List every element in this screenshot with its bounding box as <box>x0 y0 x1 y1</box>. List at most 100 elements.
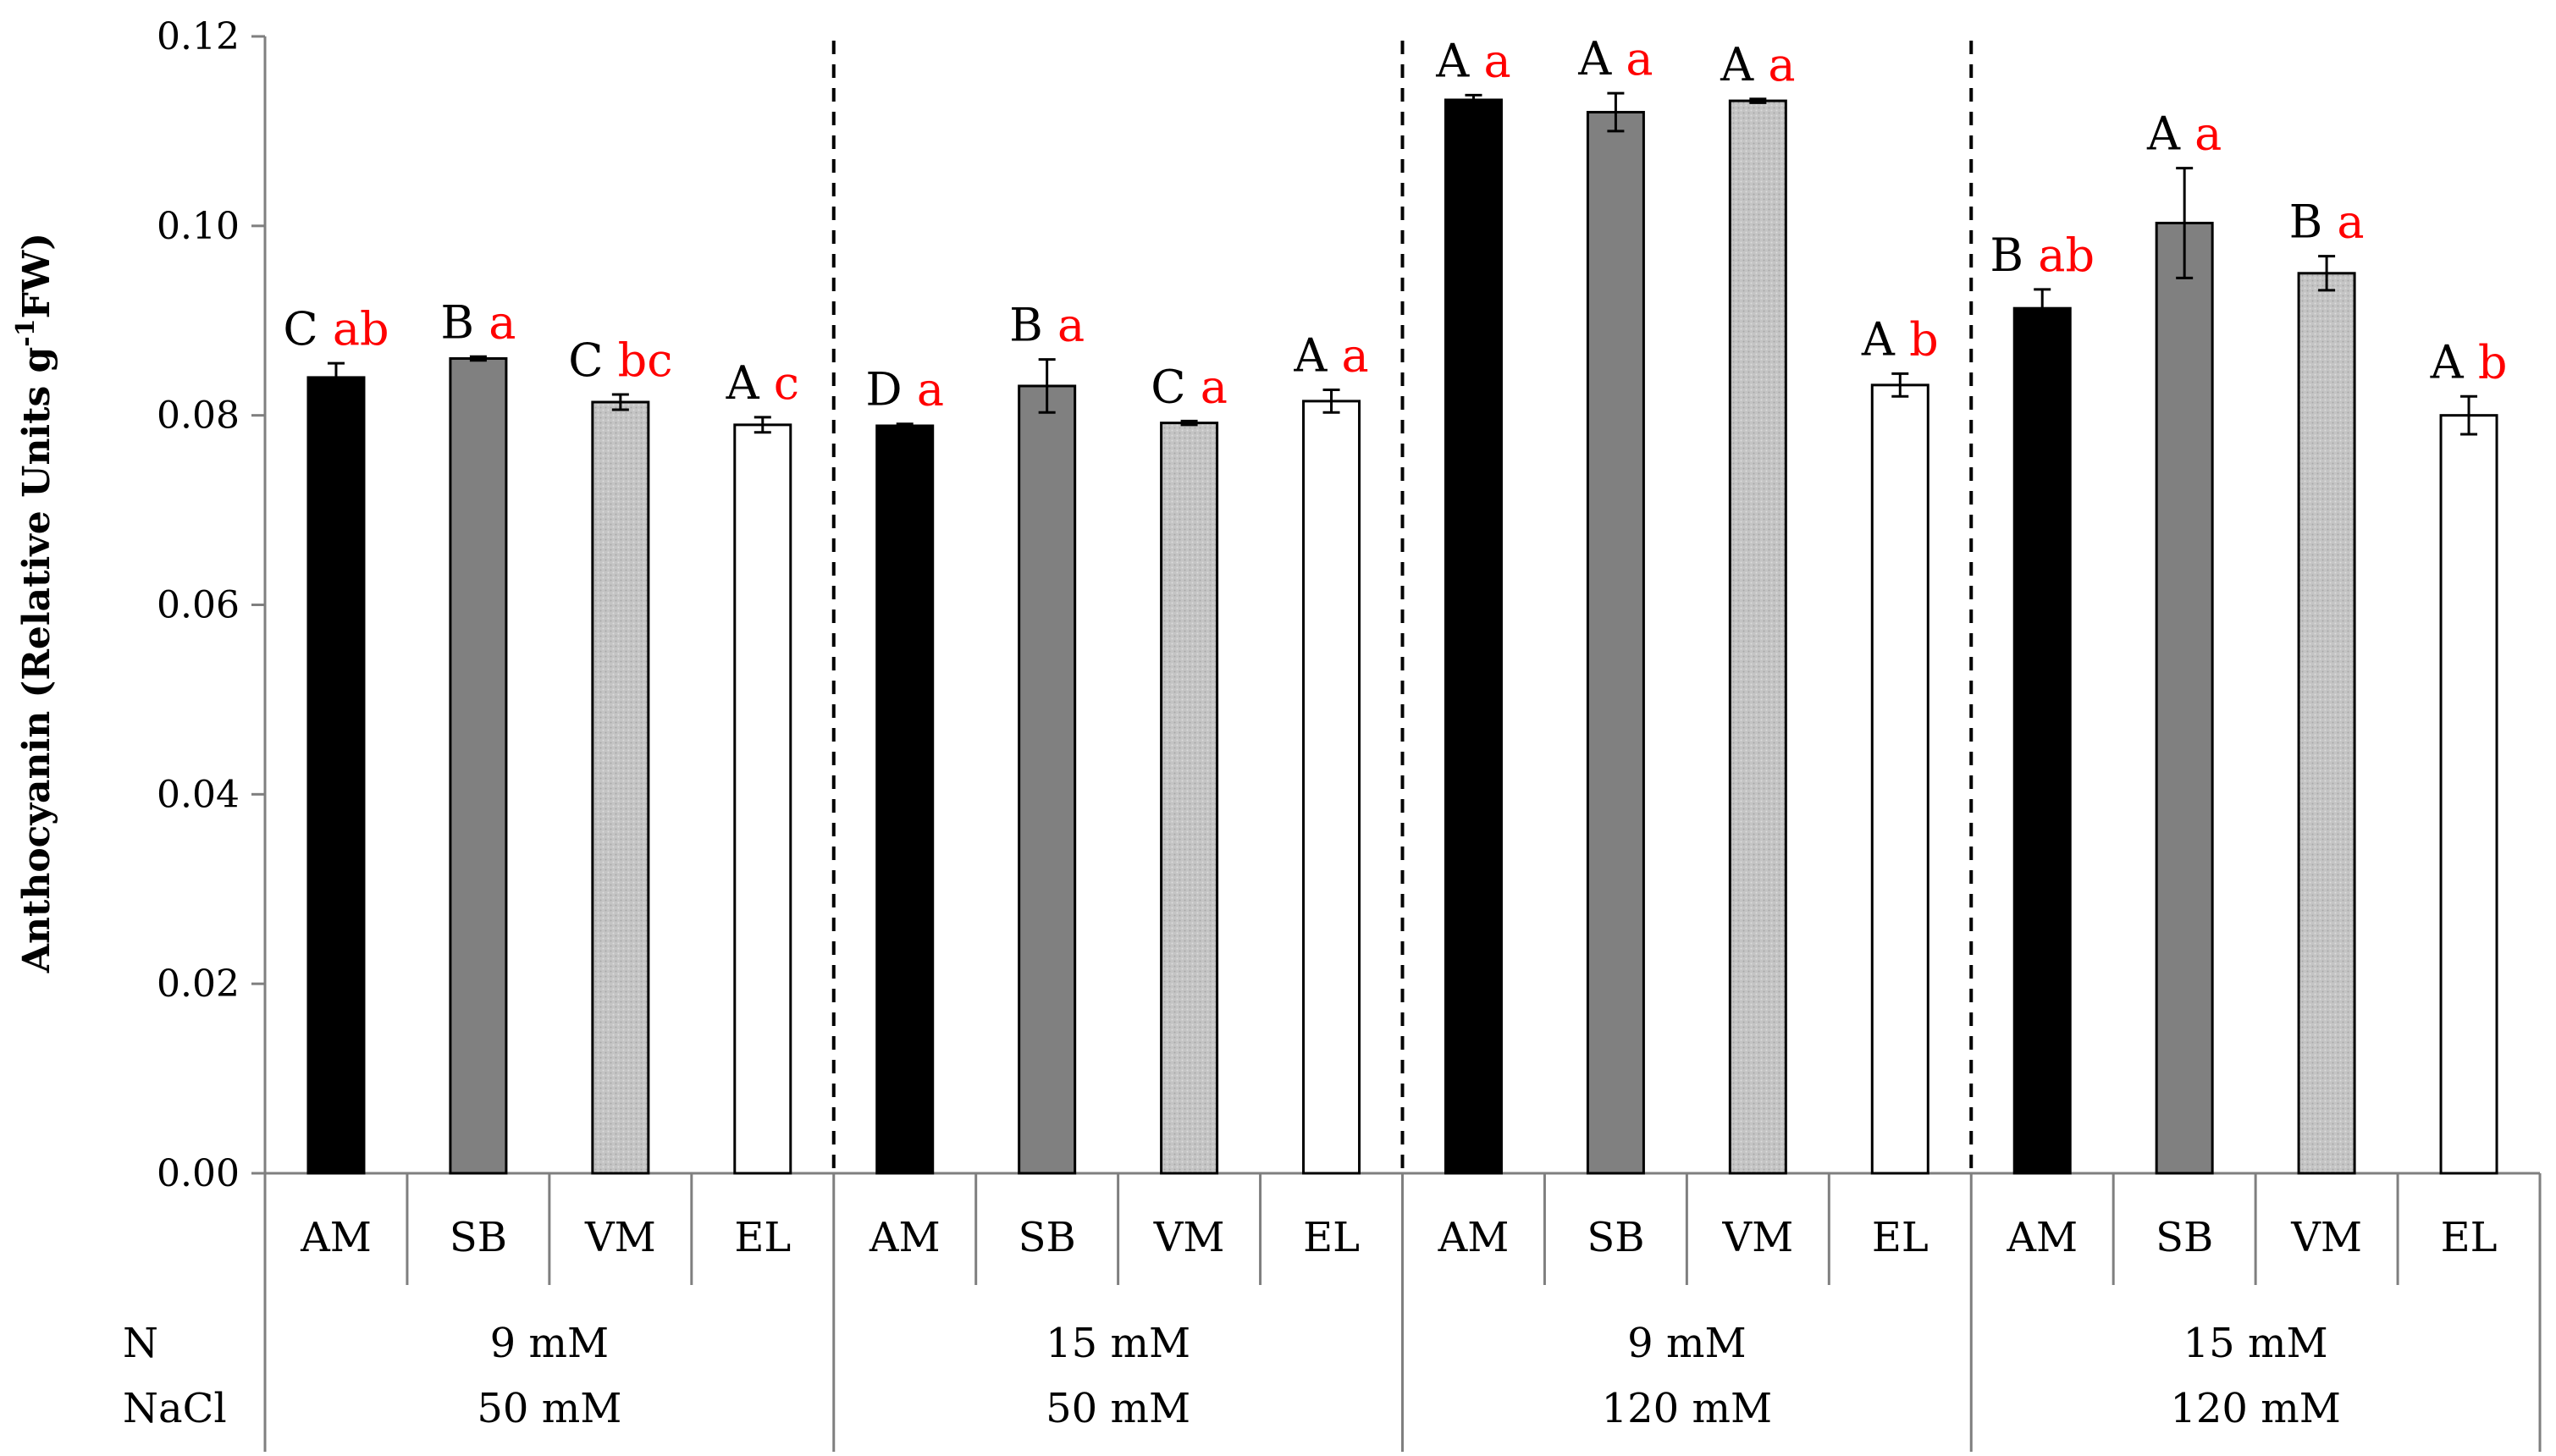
group-n-label: 15 mM <box>2183 1320 2328 1367</box>
significance-label: B a <box>440 295 516 349</box>
category-label: SB <box>450 1214 507 1261</box>
row-label-n: N <box>123 1320 158 1367</box>
significance-upper: A <box>1293 328 1341 382</box>
category-label: VM <box>584 1214 656 1261</box>
group-n-label: 15 mM <box>1046 1320 1190 1367</box>
category-label: SB <box>1587 1214 1644 1261</box>
bar-vm <box>1160 422 1219 1175</box>
significance-upper: B <box>1990 229 2038 282</box>
labels-layer: Anthocyanin (Relative Units g-1FW) N NaC… <box>11 233 227 1432</box>
y-tick-label: 0.04 <box>157 773 240 816</box>
significance-lower: bc <box>618 334 673 387</box>
significance-label: B a <box>2289 196 2365 249</box>
significance-lower: a <box>1483 34 1510 87</box>
significance-upper: C <box>1151 360 1200 413</box>
group-nacl-label: 50 mM <box>1046 1385 1190 1432</box>
significance-lower: b <box>1909 312 1939 366</box>
category-label: AM <box>869 1214 941 1261</box>
y-axis-label: Anthocyanin (Relative Units g-1FW) <box>11 233 58 973</box>
significance-lower: b <box>2478 335 2508 389</box>
significance-label: A a <box>2146 108 2222 161</box>
bar-vm <box>591 400 650 1175</box>
significance-label: A a <box>1577 32 1653 85</box>
significance-lower: a <box>1201 360 1228 413</box>
significance-lower: a <box>2337 196 2364 249</box>
significance-label: A b <box>1861 312 1939 366</box>
y-tick-label: 0.00 <box>157 1152 240 1195</box>
group-n-label: 9 mM <box>490 1320 609 1367</box>
y-tick-label: 0.10 <box>157 205 240 248</box>
axes-layer: 0.00 0.02 0.04 0.06 0.08 0.10 0.12 <box>157 15 2542 1452</box>
significance-upper: A <box>726 356 774 410</box>
significance-upper: C <box>283 302 332 356</box>
significance-lower: a <box>2194 108 2222 161</box>
significance-upper: A <box>1720 38 1768 91</box>
significance-label: A a <box>1293 328 1368 382</box>
significance-upper: A <box>2146 108 2194 161</box>
significance-upper: C <box>568 334 617 387</box>
significance-label: B a <box>1009 299 1085 352</box>
category-label: EL <box>1303 1214 1360 1261</box>
significance-lower: a <box>917 363 944 416</box>
bar-el <box>1302 400 1361 1175</box>
significance-label: A a <box>1720 38 1795 91</box>
bar-vm <box>1728 99 1787 1175</box>
category-label: VM <box>2290 1214 2362 1261</box>
bar-el <box>2439 414 2498 1175</box>
group-nacl-label: 120 mM <box>1602 1385 1773 1432</box>
significance-label: A b <box>2430 335 2508 389</box>
group-n-label: 9 mM <box>1627 1320 1746 1367</box>
significance-upper: A <box>2430 335 2478 389</box>
significance-lower: c <box>774 356 799 410</box>
bar-am <box>306 376 366 1175</box>
y-tick-label: 0.02 <box>157 962 240 1006</box>
category-label: AM <box>2006 1214 2078 1261</box>
bar-am <box>875 424 935 1175</box>
significance-lower: a <box>1626 32 1653 85</box>
group-nacl-label: 120 mM <box>2170 1385 2341 1432</box>
significance-lower: a <box>1768 38 1795 91</box>
significance-lower: ab <box>333 302 389 356</box>
significance-label: C ab <box>283 302 389 356</box>
significance-upper: D <box>865 363 916 416</box>
category-label: SB <box>2156 1214 2213 1261</box>
significance-lower: a <box>1342 328 1369 382</box>
significance-label: C bc <box>568 334 672 387</box>
bar-sb <box>2155 221 2214 1175</box>
significance-upper: B <box>2289 196 2338 249</box>
y-tick-label: 0.12 <box>157 15 240 58</box>
significance-label: A a <box>1435 34 1510 87</box>
significance-label: B ab <box>1990 229 2095 282</box>
significance-upper: A <box>1577 32 1626 85</box>
significance-lower: a <box>489 295 516 349</box>
bar-sb <box>1018 384 1077 1175</box>
category-label: VM <box>1721 1214 1793 1261</box>
group-nacl-label: 50 mM <box>477 1385 621 1432</box>
significance-lower: ab <box>2038 229 2095 282</box>
significance-label: C a <box>1151 360 1228 413</box>
bar-sb <box>449 357 508 1175</box>
bar-sb <box>1586 111 1645 1175</box>
category-label: VM <box>1153 1214 1225 1261</box>
significance-lower: a <box>1057 299 1085 352</box>
category-label: EL <box>1872 1214 1929 1261</box>
bar-vm <box>2297 272 2356 1175</box>
significance-upper: A <box>1435 34 1483 87</box>
bar-el <box>1870 383 1929 1175</box>
bar-am <box>1444 98 1503 1175</box>
category-label: EL <box>2441 1214 2498 1261</box>
category-label: AM <box>300 1214 372 1261</box>
significance-upper: B <box>440 295 489 349</box>
significance-label: A c <box>726 356 799 410</box>
y-tick-label: 0.06 <box>157 584 240 627</box>
significance-upper: B <box>1009 299 1057 352</box>
y-tick-label: 0.08 <box>157 394 240 438</box>
bar-el <box>733 423 792 1175</box>
significance-label: D a <box>865 363 944 416</box>
category-label: EL <box>734 1214 791 1261</box>
row-label-nacl: NaCl <box>123 1385 227 1432</box>
bar-am <box>2012 306 2072 1175</box>
significance-upper: A <box>1861 312 1909 366</box>
